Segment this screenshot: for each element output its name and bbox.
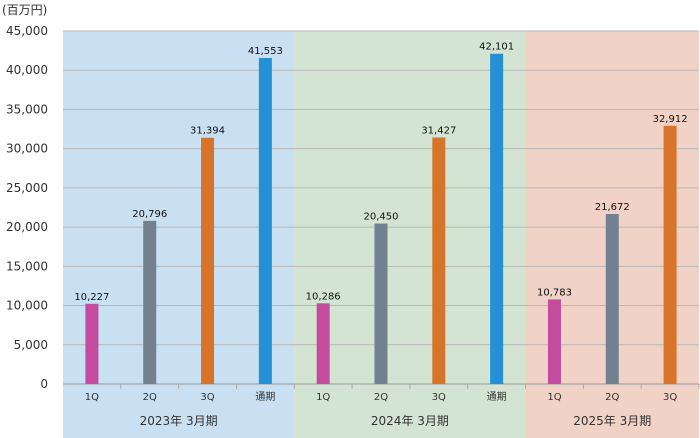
bars [85,53,677,385]
y-tick-label: 45,000 [6,24,48,38]
labels: 0 5,000 10,000 15,000 20,000 25,000 30,000 35,0… [6,24,688,428]
y-tick-label: 25,000 [6,181,48,195]
y-tick-label: 40,000 [6,63,48,77]
bar-value-label: 10,286 [306,291,341,302]
y-tick-label: 0 [40,377,48,391]
bar-value-label: 41,553 [248,46,283,57]
x-category-label: 3Q [200,392,214,403]
bar-value-label: 10,227 [74,292,109,303]
y-tick-label: 10,000 [6,299,48,313]
y-tick-label: 30,000 [6,142,48,156]
y-tick-label: 35,000 [6,102,48,116]
bar-value-label: 32,912 [653,114,688,125]
x-group-label: 2024年 3月期 [371,414,449,428]
bar-1-通期 [258,58,272,385]
x-category-label: 3Q [432,392,446,403]
x-group-label: 2023年 3月期 [140,414,218,428]
x-category-label: 1Q [316,392,330,403]
bar-1-1Q [85,303,99,384]
y-axis-unit-label: (百万円) [2,3,47,17]
group-background-1 [63,31,295,438]
bar-1-3Q [201,137,215,384]
bar-value-label: 42,101 [479,42,514,53]
bar-2-2Q [374,223,388,384]
x-category-label: 3Q [663,392,677,403]
bar-value-label: 10,783 [537,287,572,298]
x-category-label: 2Q [605,392,619,403]
bar-3-2Q [605,213,619,384]
x-category-label: 通期 [255,391,275,403]
x-group-label: 2025年 3月期 [573,414,651,428]
bar-2-1Q [316,303,330,384]
bar-value-label: 31,427 [421,125,456,136]
x-category-label: 2Q [143,392,157,403]
y-tick-label: 20,000 [6,220,48,234]
x-category-label: 1Q [547,392,561,403]
bar-3-1Q [547,299,561,384]
bar-value-label: 20,796 [132,209,167,220]
bar-3-3Q [663,125,677,385]
bar-2-通期 [490,53,504,385]
bar-2-3Q [432,137,446,384]
bar-1-2Q [143,220,157,384]
bar-value-label: 31,394 [190,126,225,137]
bar-value-label: 20,450 [364,212,399,223]
x-category-label: 通期 [487,391,507,403]
group-background-2 [294,31,526,438]
x-category-label: 2Q [374,392,388,403]
bar-value-label: 21,672 [595,202,630,213]
x-category-label: 1Q [85,392,99,403]
y-tick-label: 5,000 [14,338,48,352]
y-tick-label: 15,000 [6,259,48,273]
